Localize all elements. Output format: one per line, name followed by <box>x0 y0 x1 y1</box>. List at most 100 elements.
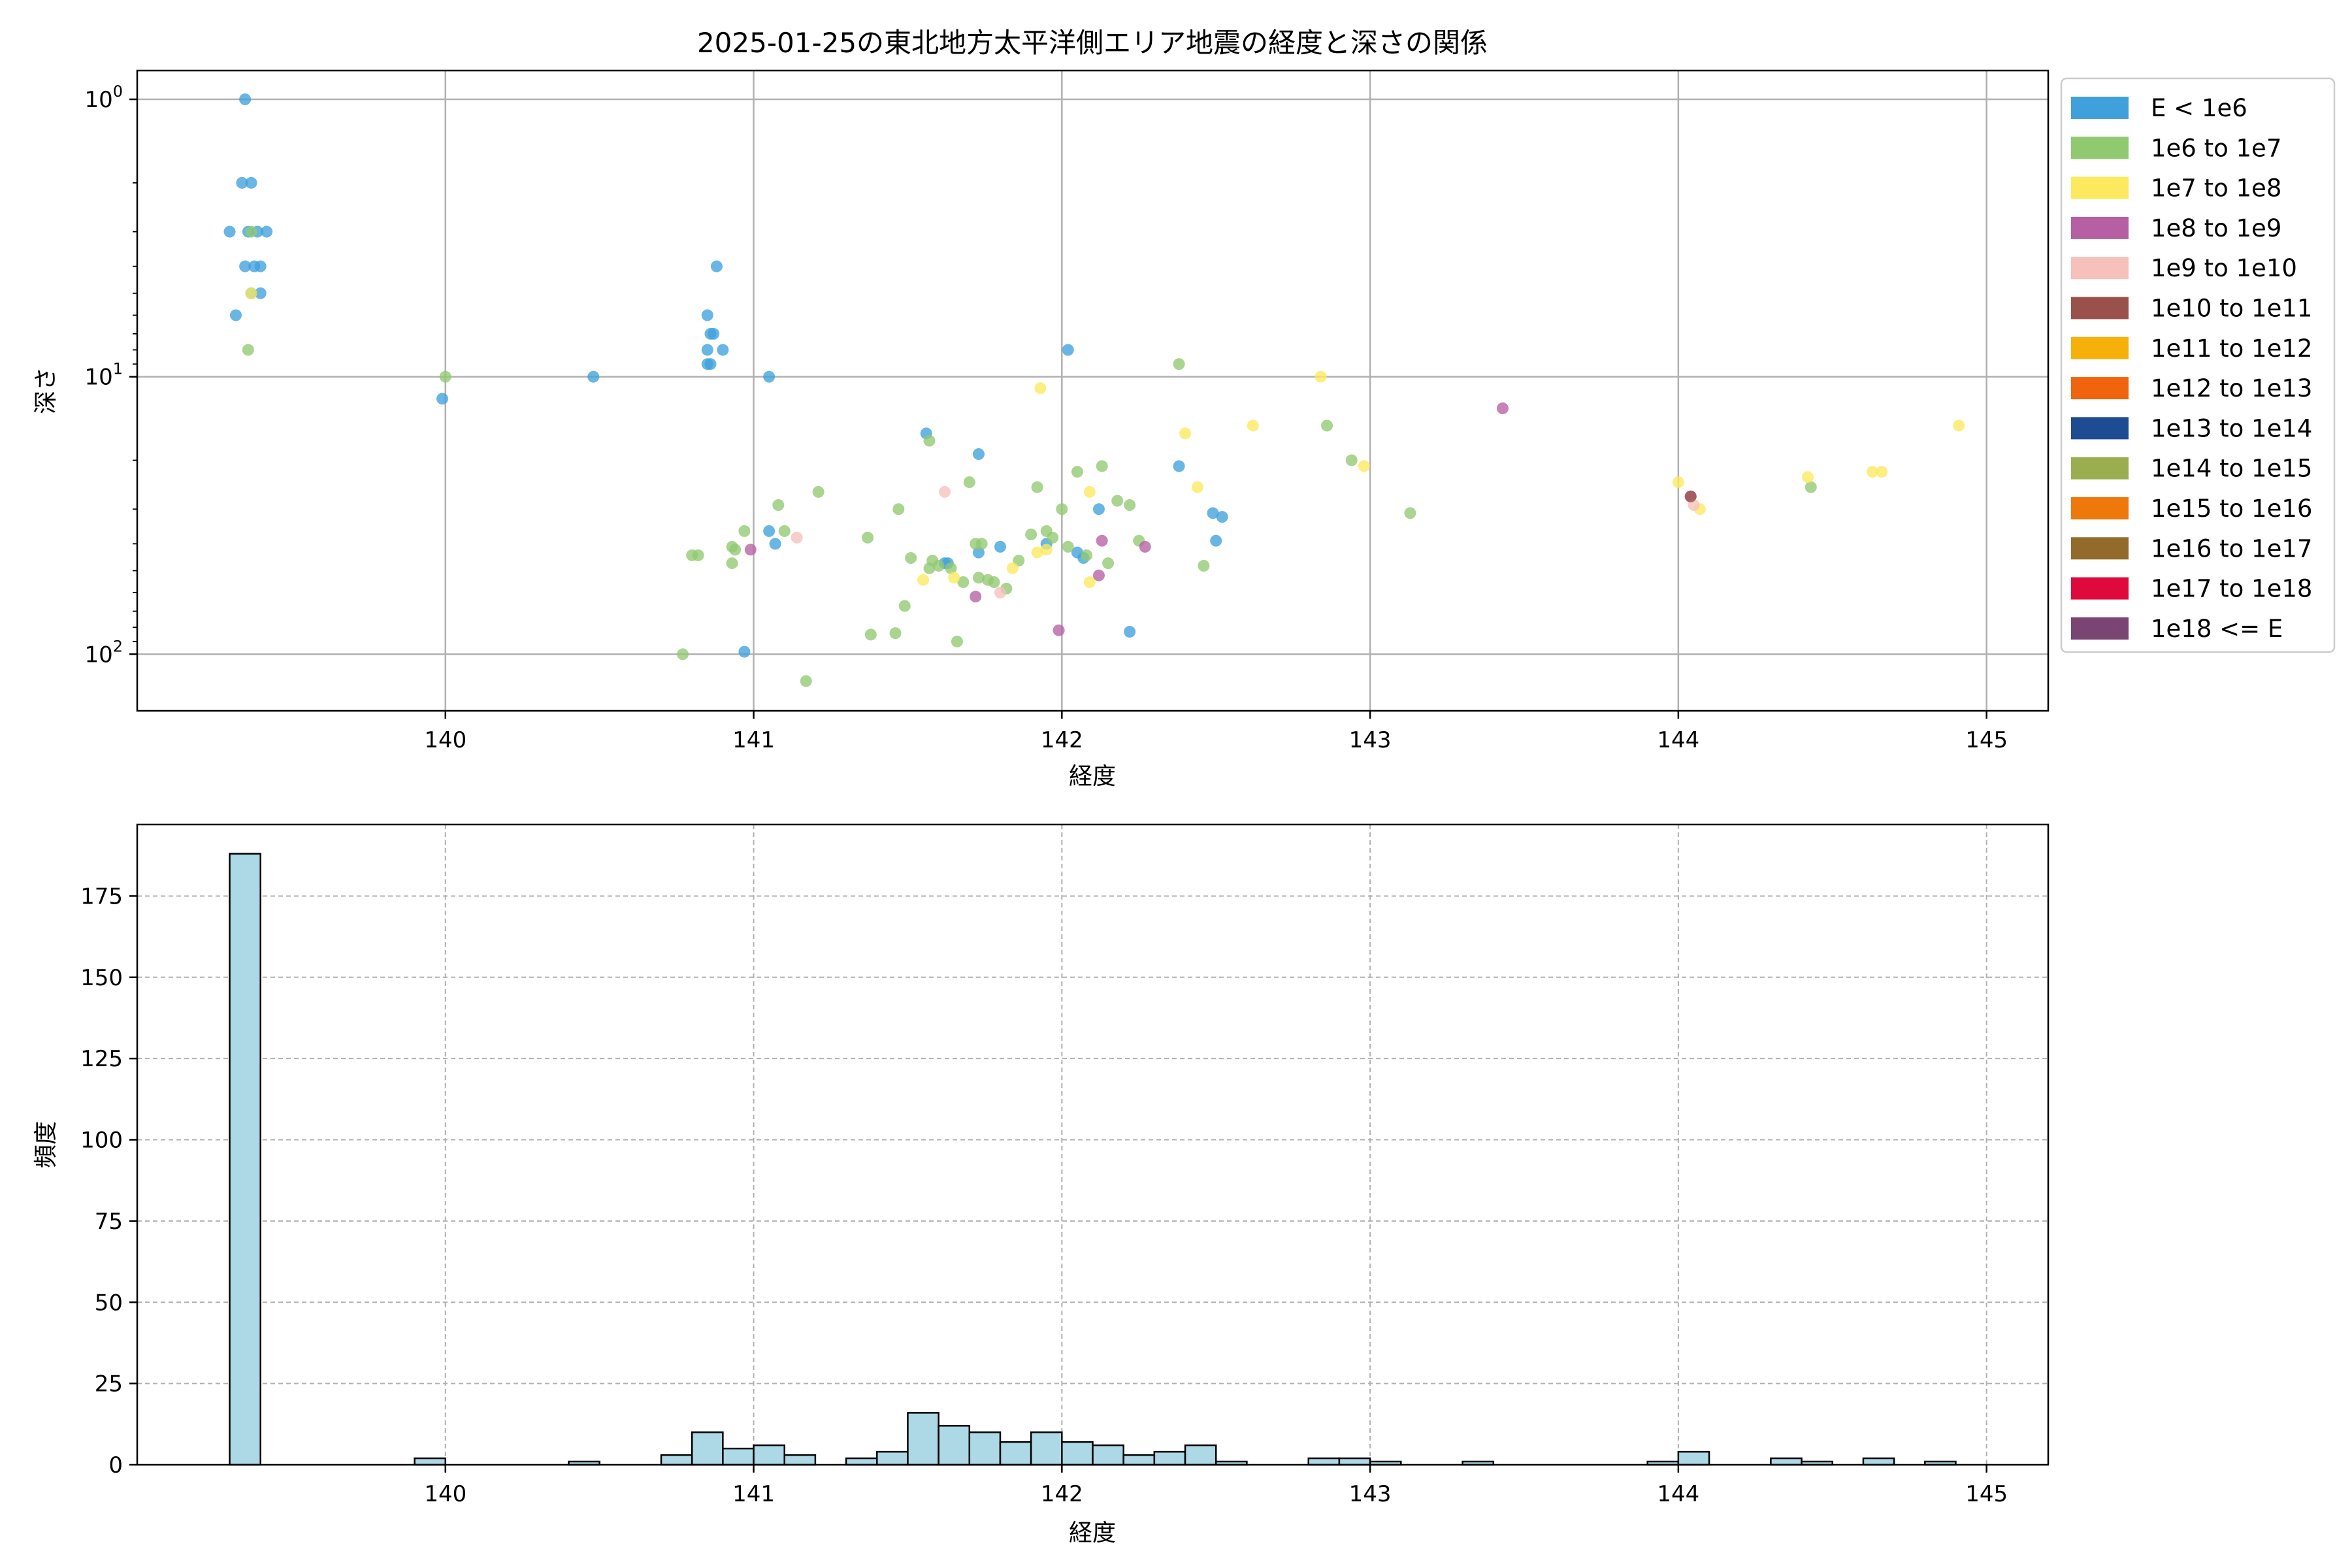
histogram-y-tick-label: 100 <box>80 1128 123 1154</box>
scatter-point <box>972 572 985 584</box>
scatter-point <box>1040 544 1053 556</box>
legend-swatch <box>2071 577 2129 600</box>
scatter-point <box>1358 460 1370 472</box>
histogram-x-tick-label: 145 <box>1965 1481 2008 1507</box>
legend-label: 1e13 to 1e14 <box>2151 414 2312 442</box>
scatter-point <box>778 525 791 537</box>
scatter-point <box>864 629 877 641</box>
histogram-y-tick-label: 0 <box>108 1452 123 1478</box>
scatter-x-tick-label: 143 <box>1349 727 1392 753</box>
scatter-point <box>1867 466 1879 478</box>
legend-swatch <box>2071 257 2129 280</box>
scatter-point <box>726 557 738 570</box>
scatter-point <box>236 176 248 189</box>
scatter-x-axis-label: 経度 <box>1069 763 1116 790</box>
scatter-point <box>769 538 781 550</box>
scatter-point <box>704 358 717 370</box>
scatter-point <box>1006 562 1019 574</box>
scatter-grid <box>137 71 2048 711</box>
legend-swatch <box>2071 216 2129 239</box>
scatter-point <box>701 344 713 356</box>
legend-label: 1e12 to 1e13 <box>2151 374 2312 402</box>
scatter-point <box>917 574 930 586</box>
scatter-point <box>587 370 600 383</box>
scatter-y-tick-label: 100 <box>84 82 123 113</box>
scatter-point <box>738 525 751 537</box>
histogram-y-tick-label: 125 <box>80 1046 123 1072</box>
scatter-point <box>1056 503 1068 515</box>
scatter-point <box>763 370 776 383</box>
scatter-point <box>1404 507 1416 519</box>
scatter-point <box>1321 419 1333 432</box>
scatter-point <box>898 600 911 612</box>
legend-frame <box>2060 77 2336 653</box>
histogram-bar <box>968 1431 1002 1466</box>
scatter-point <box>1191 481 1203 493</box>
histogram-bar <box>999 1441 1032 1466</box>
scatter-point <box>812 485 825 498</box>
histogram-y-tick-label: 175 <box>80 883 123 909</box>
scatter-x-ticks: 140 141 142 143 144 145 <box>424 711 2008 753</box>
legend-swatch <box>2071 497 2129 519</box>
scatter-point <box>1062 540 1074 553</box>
scatter-point <box>1025 528 1037 540</box>
scatter-point <box>923 562 936 574</box>
scatter-point <box>223 225 236 238</box>
legend-label: E < 1e6 <box>2151 94 2247 122</box>
scatter-point <box>939 485 951 498</box>
scatter-point <box>1031 546 1043 559</box>
legend-label: 1e10 to 1e11 <box>2151 295 2312 323</box>
scatter-point <box>963 476 975 489</box>
scatter-point <box>1876 466 1888 478</box>
scatter-x-tick-label: 142 <box>1041 727 1083 753</box>
scatter-point <box>1111 495 1124 507</box>
histogram-bar <box>691 1431 724 1466</box>
histogram-x-tick-label: 144 <box>1657 1481 1699 1507</box>
histogram-x-tick-label: 143 <box>1349 1481 1392 1507</box>
histogram-bar <box>1061 1441 1094 1466</box>
scatter-axes-frame <box>136 69 2050 712</box>
legend-label: 1e14 to 1e15 <box>2151 455 2312 483</box>
legend-swatch <box>2071 537 2129 560</box>
scatter-point <box>994 587 1006 599</box>
scatter-point <box>744 544 757 556</box>
scatter-point <box>945 562 957 574</box>
scatter-point <box>439 370 451 383</box>
scatter-point <box>1802 471 1814 483</box>
scatter-point <box>239 93 252 105</box>
legend-label: 1e16 to 1e17 <box>2151 534 2312 563</box>
scatter-point <box>726 540 738 553</box>
histogram-panel: 140 141 142 143 144 145 0 25 50 75 100 125 150 175 経… <box>33 823 2050 1546</box>
histogram-y-ticks: 0 25 50 75 100 125 150 175 <box>80 883 137 1478</box>
scatter-x-tick-label: 145 <box>1965 727 2008 753</box>
scatter-y-ticks: 100 101 102 <box>84 82 137 668</box>
scatter-point <box>701 309 713 321</box>
scatter-point <box>951 635 963 647</box>
legend-swatch <box>2071 137 2129 159</box>
scatter-y-tick-label: 102 <box>84 637 123 668</box>
histogram-bar <box>722 1447 755 1466</box>
scatter-point <box>254 287 267 299</box>
scatter-point <box>972 448 985 461</box>
scatter-point <box>245 176 257 189</box>
scatter-point <box>1031 481 1043 493</box>
histogram-bar <box>938 1425 971 1466</box>
scatter-x-tick-label: 140 <box>424 727 466 753</box>
scatter-point <box>1216 511 1228 523</box>
scatter-point <box>242 344 254 356</box>
histogram-y-tick-label: 50 <box>95 1290 123 1316</box>
histogram-bar <box>845 1457 878 1466</box>
scatter-point <box>1096 460 1108 472</box>
histogram-bar <box>1770 1457 1803 1466</box>
scatter-point <box>905 552 917 564</box>
scatter-point <box>738 645 751 658</box>
scatter-point <box>436 393 449 405</box>
histogram-bar <box>1092 1444 1124 1466</box>
scatter-point <box>1684 490 1697 502</box>
legend-label: 1e11 to 1e12 <box>2151 335 2312 363</box>
scatter-point <box>1210 534 1222 547</box>
scatter-point <box>1124 499 1136 512</box>
scatter-point <box>1953 419 1965 432</box>
scatter-point <box>1081 549 1093 561</box>
